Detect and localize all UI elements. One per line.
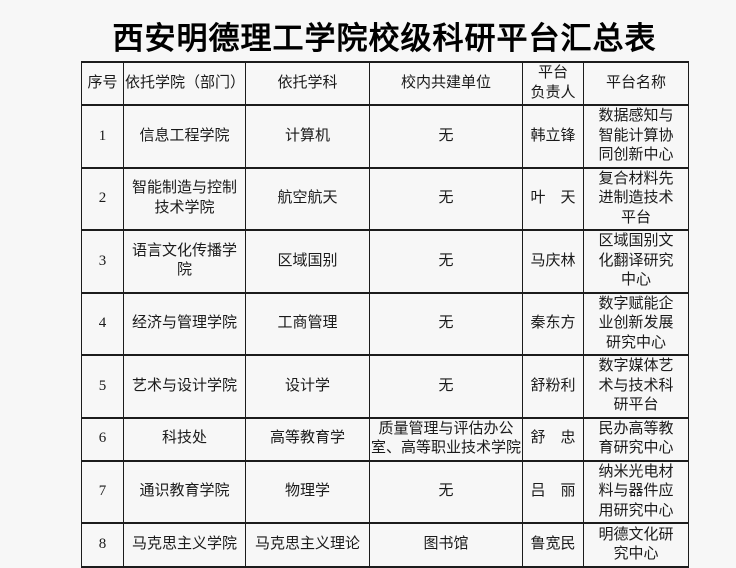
- table-row: 4 经济与管理学院 工商管理无秦东方 数字赋能企 业创新发展 研究中心: [81, 291, 689, 357]
- page-title: 西安明德理工学院校级科研平台汇总表: [112, 21, 657, 56]
- table-cell-leader: 舒 忠: [522, 416, 584, 462]
- table-cell-discipline: 马克思主义理论: [245, 522, 370, 568]
- table-cell-college: 语言文化传播学 院: [123, 229, 246, 294]
- table-cell-leader: 叶 天: [522, 166, 584, 232]
- header-row: 序号 依托学院（部门） 依托学科 校内共建单位 平台 负责人 平台名称: [81, 61, 689, 107]
- table-cell-co_builder: 无: [369, 104, 523, 169]
- table-cell-platform: 纳米光电材 料与器件应 用研究中心: [583, 459, 689, 525]
- table-cell-index: 8: [81, 522, 124, 568]
- table-cell-leader: 韩立锋: [522, 104, 584, 169]
- table-cell-platform: 明德文化研 究中心: [583, 522, 689, 568]
- table-cell-discipline: 区域国别: [245, 229, 370, 294]
- table-cell-college: 科技处: [123, 416, 246, 462]
- table-cell-co_builder: 无: [369, 459, 523, 525]
- document-page: 西安明德理工学院校级科研平台汇总表 序号 依托学院（部门） 依托学科 校内共建单位 平台…: [81, 21, 689, 568]
- table-cell-platform: 复合材料先 进制造技术 平台: [583, 166, 689, 232]
- table-cell-co_builder: 无: [369, 354, 523, 419]
- table-cell-college: 智能制造与控制 技术学院: [123, 166, 246, 232]
- table-cell-co_builder: 无: [369, 291, 523, 357]
- table-body: 1 信息工程学院 计算机无韩立锋 数据感知与 智能计算协 同创新中心 2 智能制造与控制 …: [81, 104, 689, 568]
- table-cell-leader: 鲁宽民: [522, 522, 584, 568]
- table-cell-discipline: 计算机: [245, 104, 370, 169]
- table-row: 1 信息工程学院 计算机无韩立锋 数据感知与 智能计算协 同创新中心: [81, 104, 689, 169]
- table-cell-discipline: 工商管理: [245, 291, 370, 357]
- table-cell-college: 通识教育学院: [123, 459, 246, 525]
- table-cell-platform: 民办高等教 育研究中心: [583, 416, 689, 462]
- table-row: 6 科技处 高等教育学 质量管理与评估办公 室、高等职业技术学院舒 忠民办高等教 育研…: [81, 416, 689, 462]
- table-cell-platform: 数字赋能企 业创新发展 研究中心: [583, 291, 689, 357]
- table-cell-discipline: 物理学: [245, 459, 370, 525]
- column-header: 平台 负责人: [522, 61, 584, 107]
- table-cell-index: 2: [81, 166, 124, 232]
- table-cell-co_builder: 图书馆: [369, 522, 523, 568]
- table-cell-platform: 数据感知与 智能计算协 同创新中心: [583, 104, 689, 169]
- table-cell-index: 3: [81, 229, 124, 294]
- table-row: 8 马克思主义学院 马克思主义理论 图书馆 鲁宽民 明德文化研 究中心: [81, 522, 689, 568]
- table-row: 3 语言文化传播学 院区域国别无马庆林 区域国别文 化翻译研究 中心: [81, 229, 689, 294]
- table-cell-index: 1: [81, 104, 124, 169]
- table-cell-platform: 数字媒体艺 术与技术科 研平台: [583, 354, 689, 419]
- table-row: 5 艺术与设计学院 设计学无舒粉利 数字媒体艺 术与技术科 研平台: [81, 354, 689, 419]
- table-cell-college: 信息工程学院: [123, 104, 246, 169]
- table-header: 序号 依托学院（部门） 依托学科 校内共建单位 平台 负责人 平台名称: [81, 61, 689, 107]
- table-row: 2 智能制造与控制 技术学院 航空航天无叶 天复合材料先 进制造技术 平台: [81, 166, 689, 232]
- table-cell-college: 艺术与设计学院: [123, 354, 246, 419]
- table-row: 7 通识教育学院 物理学无吕 丽纳米光电材 料与器件应 用研究中心: [81, 459, 689, 525]
- column-header: 平台名称: [583, 61, 689, 107]
- table-cell-college: 经济与管理学院: [123, 291, 246, 357]
- table-cell-index: 7: [81, 459, 124, 525]
- table-cell-discipline: 设计学: [245, 354, 370, 419]
- table-cell-leader: 吕 丽: [522, 459, 584, 525]
- column-header: 依托学院（部门）: [123, 61, 246, 107]
- table-cell-index: 6: [81, 416, 124, 462]
- table-cell-index: 5: [81, 354, 124, 419]
- table-cell-co_builder: 质量管理与评估办公 室、高等职业技术学院: [369, 416, 523, 462]
- table-cell-co_builder: 无: [369, 229, 523, 294]
- table-cell-discipline: 航空航天: [245, 166, 370, 232]
- column-header: 依托学科: [245, 61, 370, 107]
- table-cell-co_builder: 无: [369, 166, 523, 232]
- table-cell-leader: 马庆林: [522, 229, 584, 294]
- table-cell-leader: 秦东方: [522, 291, 584, 357]
- table-cell-platform: 区域国别文 化翻译研究 中心: [583, 229, 689, 294]
- table-cell-index: 4: [81, 291, 124, 357]
- research-platform-table: 序号 依托学院（部门） 依托学科 校内共建单位 平台 负责人 平台名称 1 信息工程学院 计算…: [81, 61, 689, 568]
- table-cell-college: 马克思主义学院: [123, 522, 246, 568]
- column-header: 序号: [81, 61, 124, 107]
- table-cell-discipline: 高等教育学: [245, 416, 370, 462]
- table-cell-leader: 舒粉利: [522, 354, 584, 419]
- column-header: 校内共建单位: [369, 61, 523, 107]
